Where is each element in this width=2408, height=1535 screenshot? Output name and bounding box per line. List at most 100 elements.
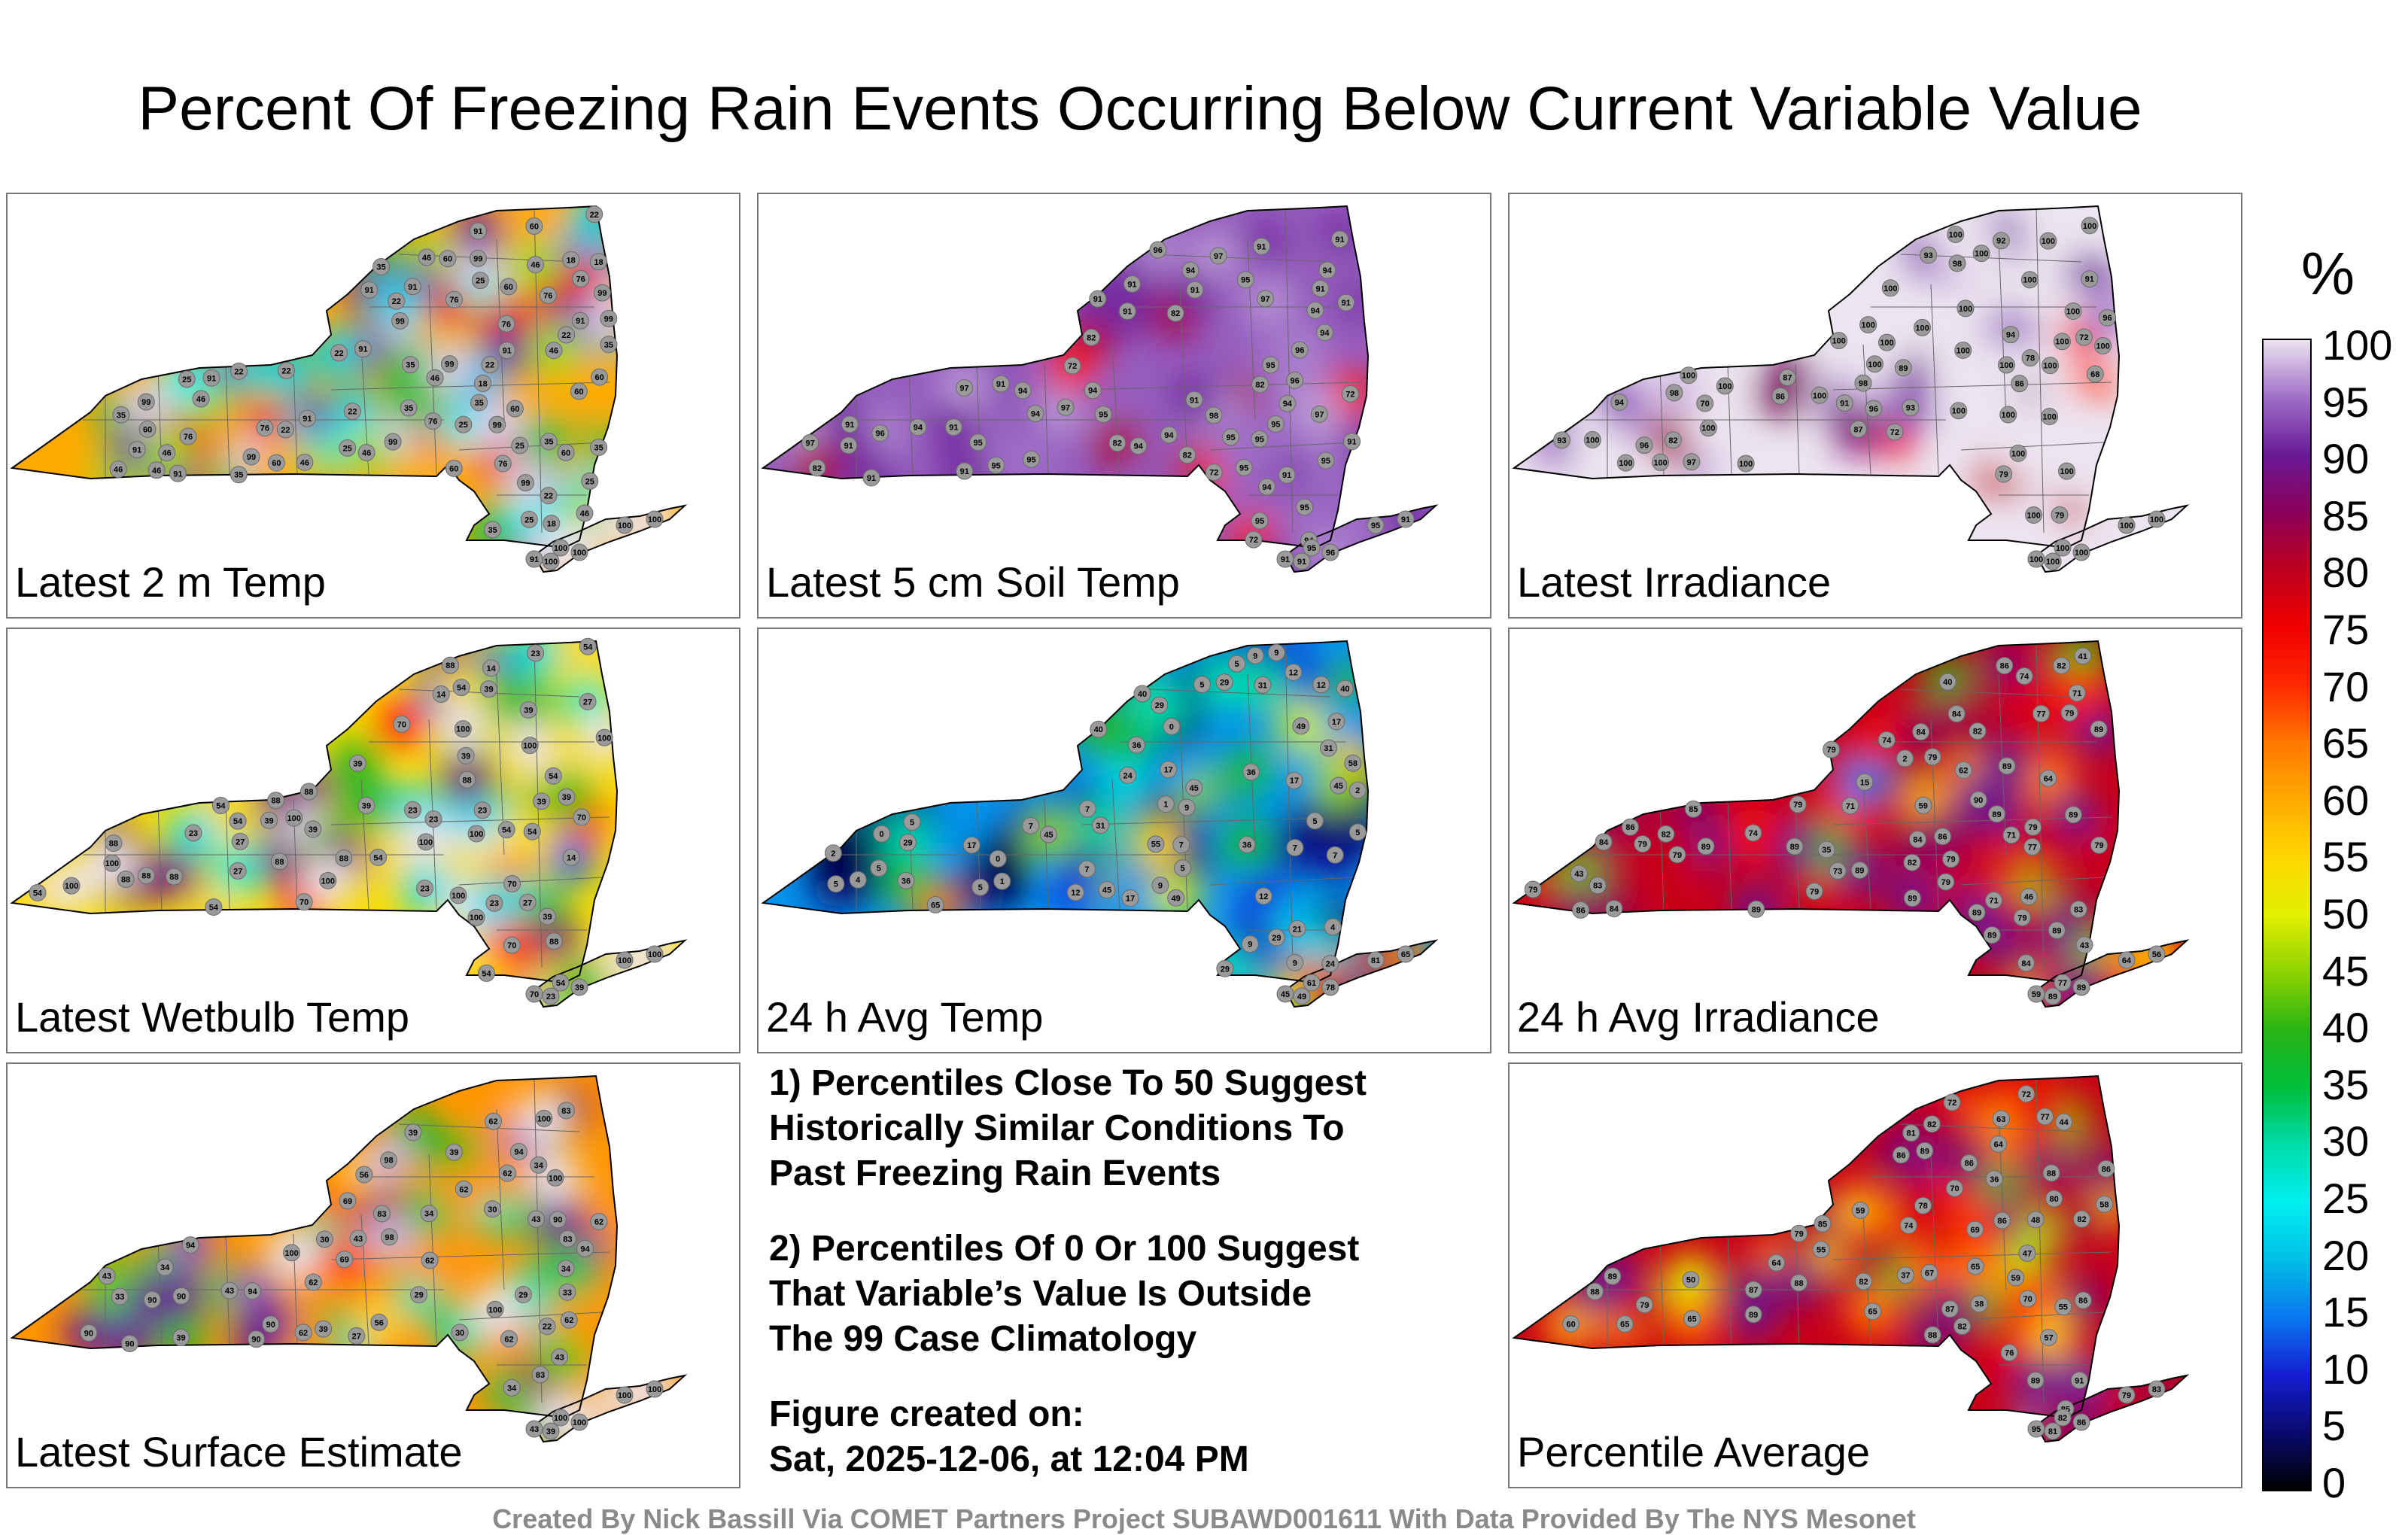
state-outline	[1512, 640, 2121, 984]
station-value: 100	[573, 1418, 586, 1427]
station-value: 25	[343, 444, 352, 453]
station-marker: 9	[1241, 935, 1259, 953]
station-marker: 89	[2026, 1371, 2045, 1389]
station-value: 88	[445, 661, 455, 670]
station-marker: 63	[1992, 1110, 2010, 1128]
station-value: 98	[384, 1157, 393, 1166]
station-marker: 76	[256, 419, 274, 437]
station-marker: 99	[137, 393, 155, 411]
station-value: 69	[343, 1197, 352, 1206]
station-marker: 100	[1877, 333, 1896, 351]
state-outline	[10, 1074, 619, 1419]
station-value: 60	[510, 405, 519, 414]
station-value: 100	[2042, 237, 2055, 246]
station-value: 60	[272, 459, 281, 468]
station-value: 0	[996, 855, 1000, 864]
station-value: 72	[1209, 469, 1218, 478]
station-value: 70	[1701, 400, 1710, 409]
station-value: 35	[117, 411, 126, 420]
station-marker: 94	[909, 418, 927, 436]
station-value: 95	[1026, 455, 1035, 464]
state-outline	[1284, 504, 1439, 573]
station-value: 100	[549, 1174, 562, 1183]
station-value: 88	[304, 788, 313, 797]
station-value: 77	[2058, 979, 2067, 988]
station-marker: 94	[1160, 426, 1178, 444]
station-value: 60	[595, 373, 604, 382]
station-marker: 99	[384, 433, 402, 451]
station-value: 98	[1209, 412, 1218, 421]
station-marker: 35	[470, 394, 488, 412]
station-value: 86	[1776, 392, 1785, 401]
station-marker: 14	[562, 848, 580, 866]
station-marker: 25	[339, 439, 357, 457]
station-value: 5	[1312, 817, 1317, 826]
station-marker: 40	[1090, 720, 1108, 738]
station-value: 60	[143, 425, 152, 434]
station-marker: 100	[1859, 316, 1877, 334]
station-value: 55	[1817, 1246, 1826, 1255]
station-value: 100	[1619, 459, 1632, 468]
station-value: 84	[1599, 838, 1609, 847]
station-marker: 59	[2027, 985, 2045, 1003]
station-value: 39	[309, 825, 318, 834]
station-value: 91	[996, 380, 1005, 389]
station-value: 82	[1908, 859, 1917, 868]
station-value: 37	[1901, 1272, 1910, 1281]
station-marker: 27	[348, 1327, 366, 1345]
station-marker: 76	[572, 269, 590, 287]
station-value: 18	[594, 258, 603, 267]
station-value: 82	[2057, 662, 2066, 671]
station-marker: 82	[1664, 431, 1682, 449]
station-value: 88	[1794, 1279, 1803, 1288]
station-marker: 94	[509, 1143, 528, 1161]
station-marker: 100	[2053, 333, 2071, 351]
station-marker: 4	[849, 871, 867, 889]
station-value: 100	[2055, 338, 2069, 347]
station-value: 30	[455, 1329, 464, 1338]
station-marker: 82	[1251, 375, 1269, 394]
station-marker: 86	[2074, 1291, 2092, 1309]
station-value: 18	[567, 256, 576, 265]
station-marker: 96	[1635, 436, 1653, 454]
station-value: 93	[1923, 251, 1932, 260]
station-value: 67	[1925, 1269, 1934, 1278]
station-value: 54	[233, 817, 243, 826]
station-marker: 43	[2075, 936, 2093, 954]
station-value: 100	[554, 544, 567, 553]
colorbar-tick-label: 5	[2322, 1402, 2346, 1450]
station-marker: 25	[511, 436, 529, 454]
station-marker: 79	[1790, 1224, 1808, 1242]
station-marker: 100	[1999, 406, 2017, 424]
station-value: 39	[264, 816, 273, 825]
station-marker: 99	[516, 474, 534, 492]
station-marker: 29	[514, 1286, 532, 1304]
station-marker: 86	[2072, 1413, 2090, 1431]
station-marker: 56	[355, 1166, 373, 1184]
station-marker: 70	[573, 808, 591, 826]
station-marker: 99	[600, 309, 618, 327]
station-marker: 95	[1094, 406, 1112, 424]
station-marker: 39	[445, 1143, 463, 1161]
station-marker: 79	[2013, 908, 2031, 926]
station-marker: 22	[481, 356, 499, 374]
station-marker: 100	[2118, 516, 2136, 534]
station-marker: 91	[992, 375, 1010, 393]
station-marker: 95	[1262, 356, 1280, 374]
station-marker: 39	[542, 1422, 560, 1440]
station-value: 82	[1973, 728, 1982, 737]
station-marker: 93	[1920, 246, 1938, 264]
note-line: That Variable’s Value Is Outside	[769, 1274, 1312, 1314]
station-value: 86	[2015, 380, 2024, 389]
station-marker: 5	[1306, 812, 1324, 830]
station-value: 96	[1291, 376, 1300, 385]
station-marker: 60	[138, 420, 157, 438]
station-marker: 9	[1151, 877, 1169, 895]
station-marker: 76	[494, 454, 512, 473]
station-value: 71	[1989, 897, 1998, 906]
station-marker: 55	[1147, 835, 1165, 853]
station-value: 64	[1994, 1140, 2004, 1149]
station-marker: 18	[562, 251, 580, 269]
station-marker: 76	[497, 315, 515, 333]
station-marker: 0	[989, 850, 1007, 868]
